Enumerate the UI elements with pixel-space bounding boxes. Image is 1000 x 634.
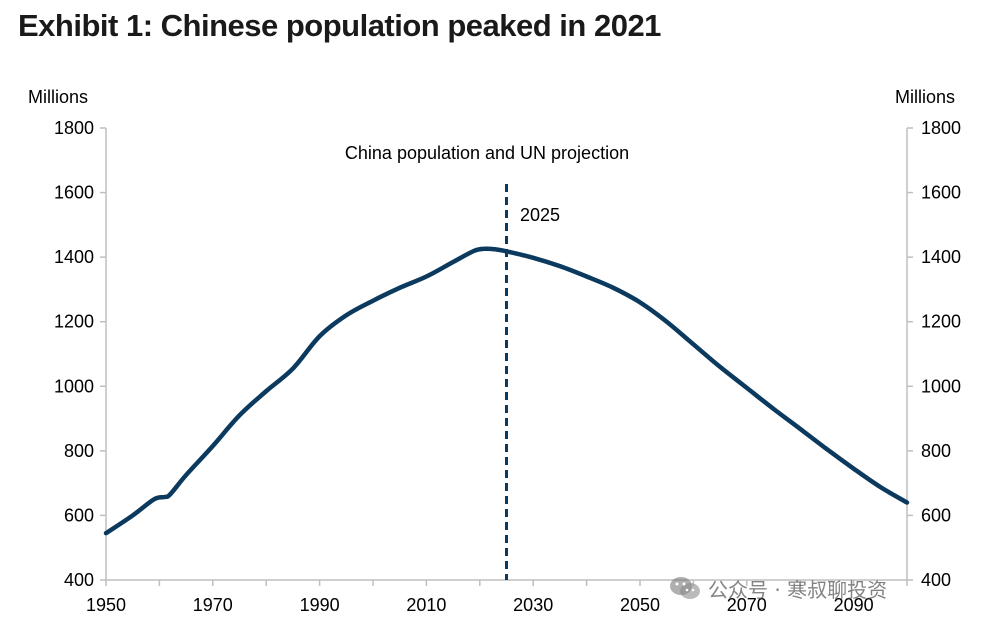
data-point bbox=[163, 495, 167, 499]
data-point bbox=[104, 531, 108, 535]
y-tick-label-left: 600 bbox=[64, 505, 94, 525]
y-tick-label-right: 400 bbox=[921, 570, 951, 590]
y-axis-label-left: Millions bbox=[28, 87, 88, 107]
data-point bbox=[264, 389, 268, 393]
data-point bbox=[184, 473, 188, 477]
chart-title: China population and UN projection bbox=[345, 143, 629, 163]
population-series-line bbox=[103, 246, 910, 536]
x-tick-label: 2010 bbox=[406, 595, 446, 615]
wechat-icon bbox=[668, 575, 702, 603]
y-axis-label-right: Millions bbox=[895, 87, 955, 107]
data-point bbox=[665, 320, 669, 324]
y-tick-label-left: 1600 bbox=[54, 183, 94, 203]
data-point bbox=[691, 342, 695, 346]
data-point bbox=[905, 501, 909, 505]
data-point bbox=[168, 492, 172, 496]
watermark: 公众号 · 寒叔聊投资 bbox=[668, 574, 887, 603]
x-tick-label: 1970 bbox=[193, 595, 233, 615]
data-point bbox=[494, 247, 498, 251]
data-point bbox=[398, 286, 402, 290]
y-tick-label-right: 800 bbox=[921, 441, 951, 461]
data-point bbox=[291, 367, 295, 371]
y-tick-label-left: 1200 bbox=[54, 312, 94, 332]
data-point bbox=[344, 313, 348, 317]
marker-label-2025: 2025 bbox=[520, 205, 560, 225]
y-tick-label-right: 1600 bbox=[921, 183, 961, 203]
data-point bbox=[451, 260, 455, 264]
exhibit-title: Exhibit 1: Chinese population peaked in … bbox=[18, 8, 661, 43]
x-tick-label: 2090 bbox=[834, 595, 874, 615]
data-point bbox=[825, 447, 829, 451]
x-tick-label: 2070 bbox=[727, 595, 767, 615]
y-tick-label-right: 1800 bbox=[921, 118, 961, 138]
data-point bbox=[472, 249, 476, 253]
data-point bbox=[852, 467, 856, 471]
data-point bbox=[211, 444, 215, 448]
data-point bbox=[585, 275, 589, 279]
chart-ticks: 400 400 600 600 800 800 1000 1000 1200 1200 1400 14… bbox=[54, 118, 961, 615]
x-tick-label: 2030 bbox=[513, 595, 553, 615]
x-tick-label: 1990 bbox=[300, 595, 340, 615]
data-point bbox=[238, 413, 242, 417]
data-point bbox=[558, 264, 562, 268]
y-tick-label-right: 600 bbox=[921, 505, 951, 525]
data-point bbox=[131, 513, 135, 517]
data-point bbox=[371, 299, 375, 303]
y-tick-label-left: 1400 bbox=[54, 247, 94, 267]
data-point bbox=[878, 485, 882, 489]
data-point bbox=[483, 247, 487, 251]
x-tick-label: 1950 bbox=[86, 595, 126, 615]
data-point bbox=[424, 275, 428, 279]
data-point bbox=[638, 300, 642, 304]
data-point bbox=[152, 497, 156, 501]
watermark-text: 公众号 · 寒叔聊投资 bbox=[708, 578, 888, 602]
data-point bbox=[798, 427, 802, 431]
y-tick-label-right: 1400 bbox=[921, 247, 961, 267]
y-tick-label-right: 1200 bbox=[921, 312, 961, 332]
data-point bbox=[718, 365, 722, 369]
data-point bbox=[611, 286, 615, 290]
y-tick-label-left: 1800 bbox=[54, 118, 94, 138]
data-point bbox=[505, 249, 509, 253]
y-tick-label-left: 1000 bbox=[54, 376, 94, 396]
x-tick-label: 2050 bbox=[620, 595, 660, 615]
chart-plot-area bbox=[103, 184, 910, 580]
data-point bbox=[531, 256, 535, 260]
y-tick-label-left: 800 bbox=[64, 441, 94, 461]
y-tick-label-right: 1000 bbox=[921, 376, 961, 396]
y-tick-label-left: 400 bbox=[64, 570, 94, 590]
data-point bbox=[745, 386, 749, 390]
data-point bbox=[772, 407, 776, 411]
data-point bbox=[318, 334, 322, 338]
